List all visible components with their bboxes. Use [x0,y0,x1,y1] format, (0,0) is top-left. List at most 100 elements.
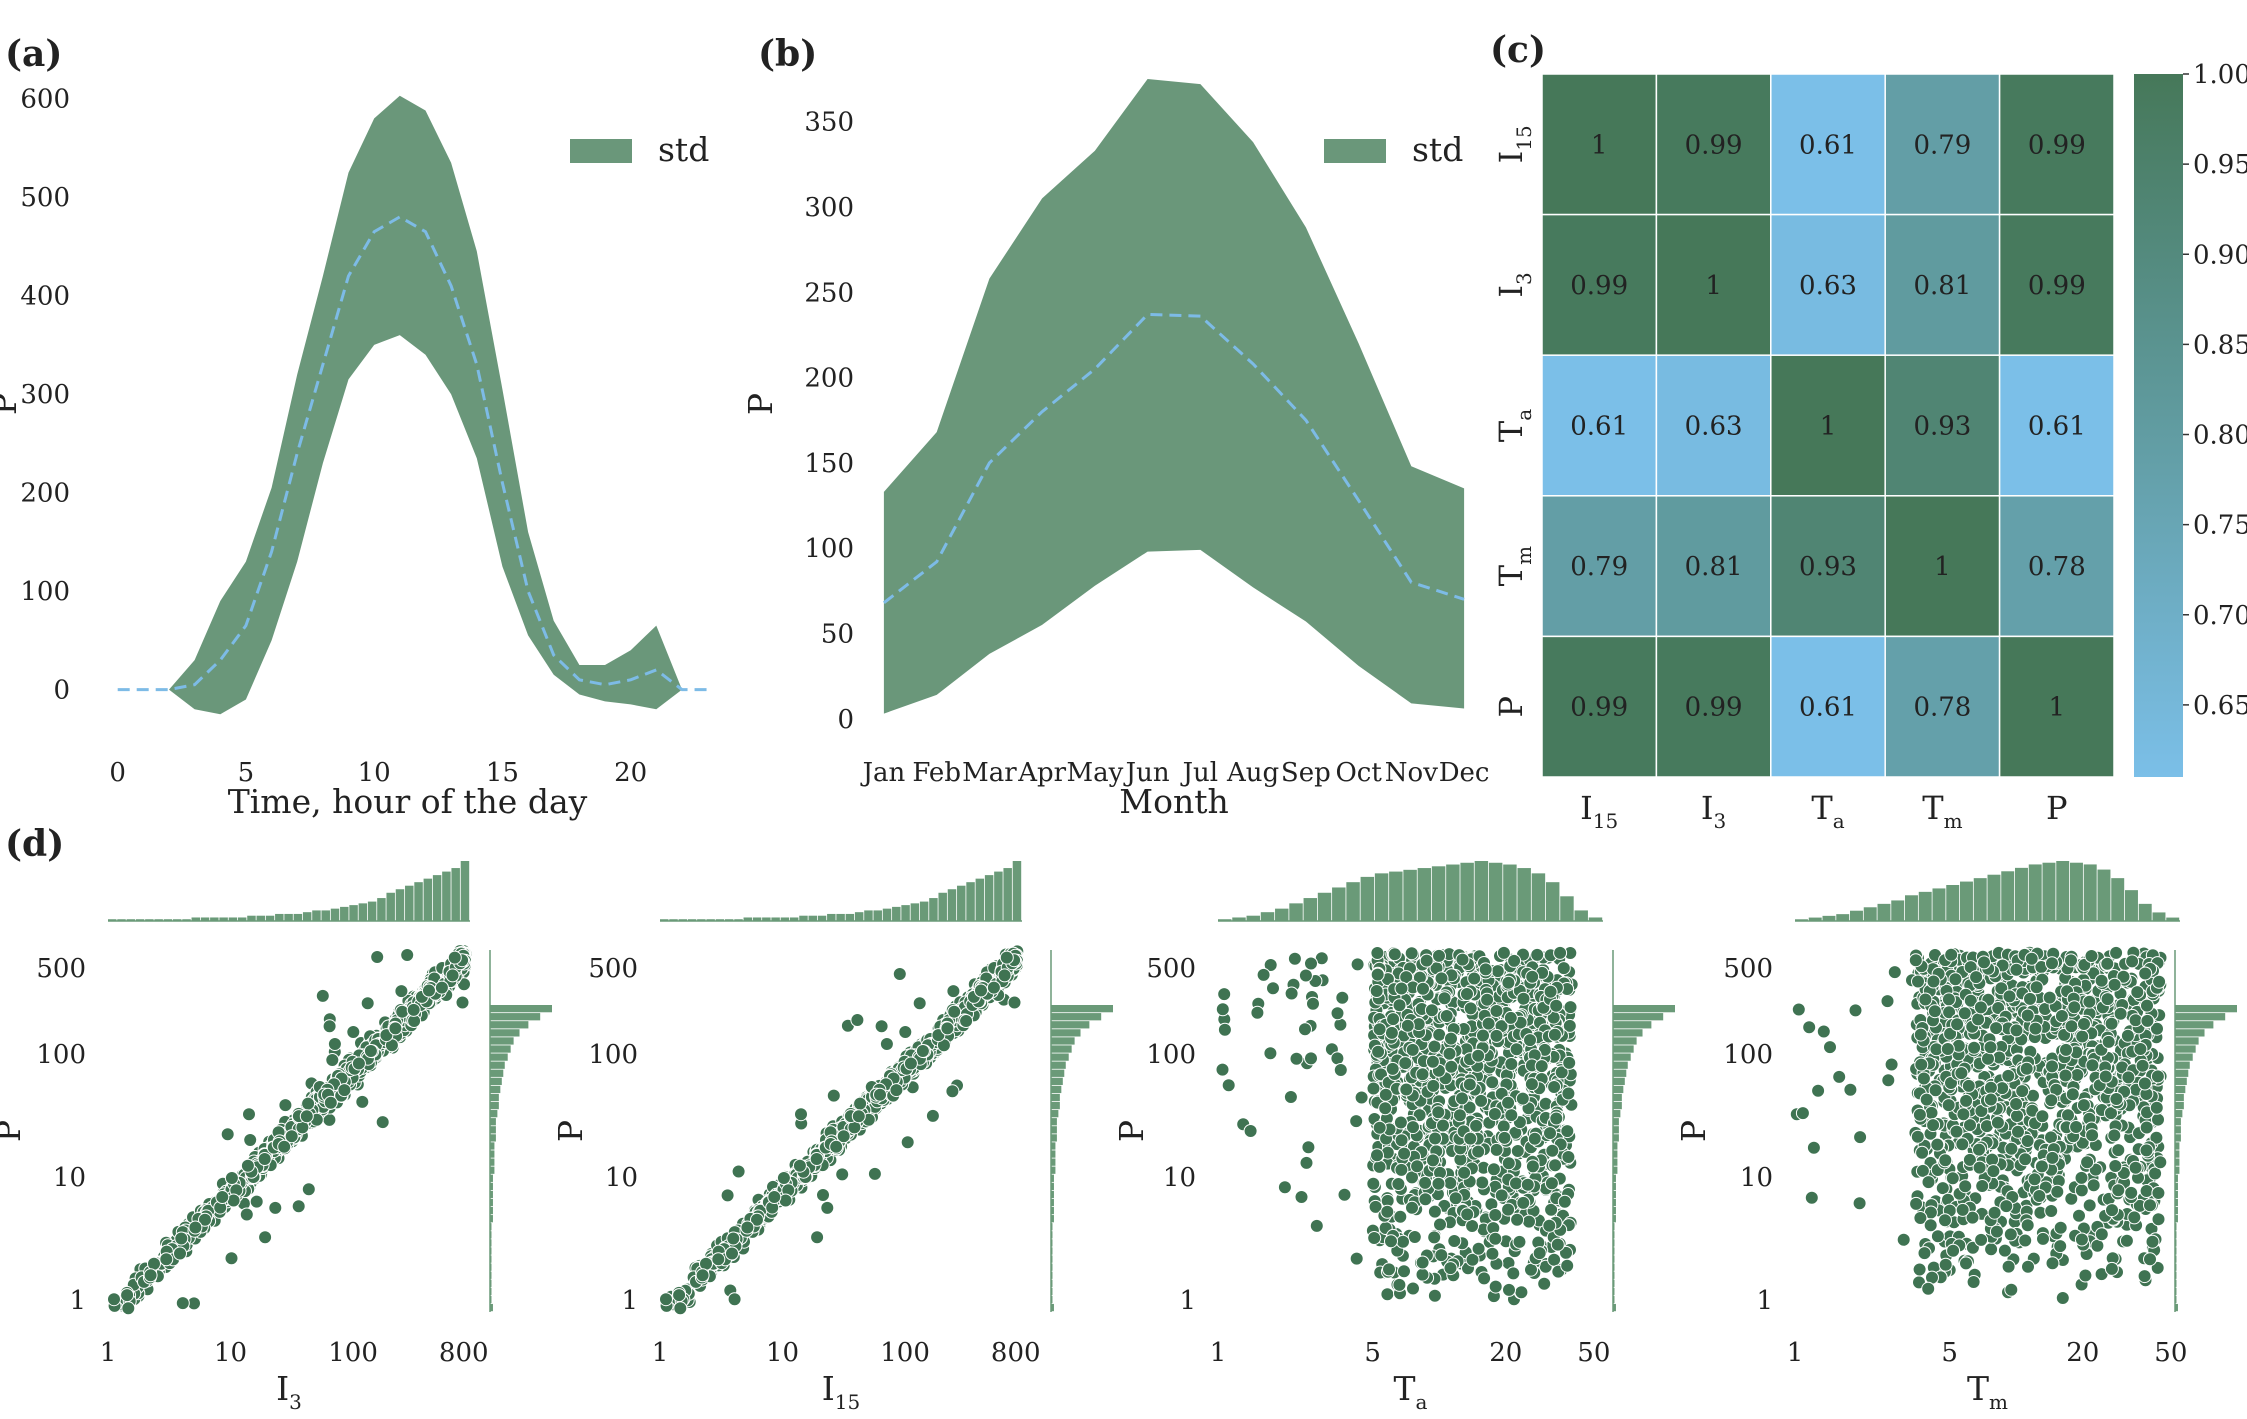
scatter-point [1372,1120,1387,1135]
x-tick-label: May [1066,758,1123,788]
top-histogram-bar [975,878,985,921]
right-histogram-bar [1613,1045,1634,1053]
top-histogram-bar [1360,876,1375,921]
scatter-point [1463,1131,1478,1146]
y-tick-label: 200 [804,364,854,394]
top-histogram-bar [1431,866,1446,921]
scatter-point [1852,1196,1867,1211]
right-histogram-bar [1613,1061,1628,1069]
scatter-point [143,1268,158,1283]
scatter-point [900,1135,915,1150]
scatter-point [1406,1281,1420,1296]
scatter-point [1471,1144,1486,1159]
scatter-point [249,1194,264,1209]
scatter-point [2139,1184,2154,1198]
scatter-point [325,1053,340,1067]
scatter-point [1426,1153,1440,1168]
scatter-point [1431,1105,1446,1120]
y-tick-label: 100 [804,534,854,564]
heatmap-cell-value: 0.99 [1570,271,1628,301]
y-tick-label: 0 [837,705,854,735]
scatter-point [1393,1115,1408,1130]
scatter-point [1514,1285,1529,1300]
scatter-point [1550,1237,1565,1252]
scatter-point [240,1158,255,1173]
scatter-point [1563,1000,1578,1015]
heatmap-cell [1884,354,2001,497]
top-histogram-bar [293,913,303,921]
scatter-point [1444,1059,1459,1074]
scatter-point [915,1044,930,1058]
scatter-point [1544,1176,1559,1191]
top-histogram-bar [247,915,256,921]
scatter-point [1372,1159,1387,1174]
scatter-point [1547,1252,1562,1267]
scatter-point [1534,1059,1549,1074]
scatter-point [1432,948,1446,963]
top-histogram-bar [864,910,873,921]
scatter-point [1880,994,1895,1009]
top-histogram-bar [882,908,892,921]
colorbar-tick-label: 0.90 [2193,240,2247,270]
top-histogram-bar [367,901,377,921]
scatter-point [1418,1192,1433,1207]
heatmap-cell [1770,354,1886,497]
scatter-point [301,1182,316,1197]
scatter-point [767,1190,782,1204]
heatmap-cell [1998,354,2115,497]
scatter-point [1405,1042,1420,1057]
top-histogram-bar [451,868,460,921]
scatter-point [699,1256,713,1271]
scatter-point [1266,981,1280,996]
right-histogram-bar [1051,1037,1075,1045]
mean-line [117,215,708,692]
scatter-point [1416,981,1430,996]
heatmap-cell-value: 0.79 [1570,552,1628,582]
scatter-point [1431,1176,1446,1191]
heatmap-cell [1884,73,2001,216]
scatter-point [959,1014,974,1028]
top-histogram-bar [1003,868,1012,921]
scatter-point [1448,1191,1463,1206]
scatter-point [1562,1055,1577,1070]
x-tick-label: 10 [214,1338,247,1368]
scatter-point [1410,1159,1425,1174]
scatter-point [1503,1010,1518,1025]
top-histogram-bar [1517,868,1531,921]
scatter-point [835,1167,850,1182]
scatter-point [422,983,436,998]
scatter-point [1460,1207,1475,1222]
scatter-point [853,1096,868,1111]
scatter-point [159,1252,174,1267]
x-tick-label: Jun [1123,758,1170,788]
right-histogram-bar [490,1069,504,1077]
x-tick-label: Oct [1335,758,1382,788]
scatter-point [1426,1078,1441,1093]
y-tick-label: 500 [36,954,86,984]
scatter-point [1547,1080,1562,1094]
top-histogram-bar [1374,873,1389,921]
scatter-point [120,1288,135,1303]
scatter-point [1467,971,1482,986]
scatter-point [1490,964,1505,979]
scatter-point [1488,1279,1503,1294]
x-tick-label: 10 [766,1338,799,1368]
heatmap-cell [1998,73,2115,216]
y-tick-label: 50 [821,619,854,649]
x-axis-label: Ta [1394,1369,1428,1414]
scatter-point [810,1230,825,1245]
right-histogram-bar [1051,1101,1060,1110]
scatter-point [277,1139,292,1154]
scatter-point [1543,984,1558,999]
y-tick-label: 10 [53,1163,86,1193]
scatter-point [1299,1155,1314,1170]
scatter-point [1419,953,1434,968]
heatmap-col-label: P [2046,789,2068,827]
scatter-point [1372,1022,1387,1037]
scatter-point [1509,1176,1523,1191]
scatter-point [1330,1051,1345,1066]
scatter-point [1436,1118,1450,1133]
y-tick-label: 500 [20,183,70,213]
scatter-point [1802,1020,1817,1035]
